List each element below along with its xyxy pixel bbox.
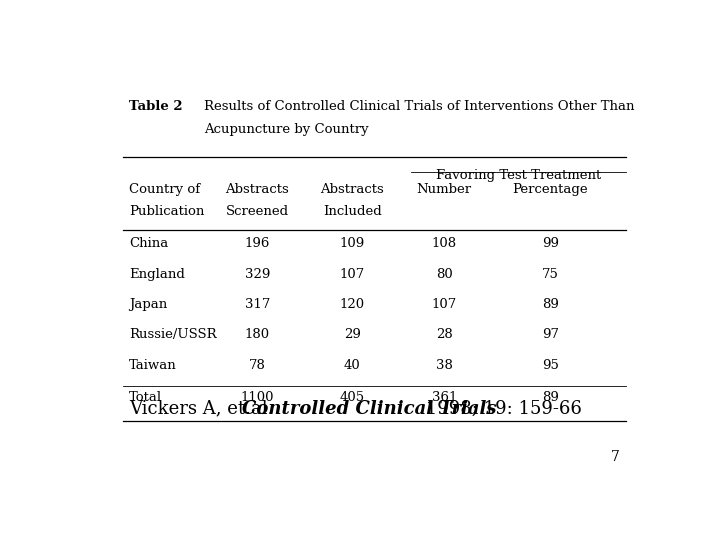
Text: Included: Included — [323, 205, 382, 218]
Text: 28: 28 — [436, 328, 453, 341]
Text: 109: 109 — [340, 238, 365, 251]
Text: 108: 108 — [432, 238, 457, 251]
Text: Taiwan: Taiwan — [129, 359, 177, 372]
Text: 97: 97 — [542, 328, 559, 341]
Text: 38: 38 — [436, 359, 453, 372]
Text: Favoring Test Treatment: Favoring Test Treatment — [436, 168, 601, 182]
Text: Table 2: Table 2 — [129, 100, 183, 113]
Text: Acupuncture by Country: Acupuncture by Country — [204, 124, 369, 137]
Text: Abstracts: Abstracts — [320, 183, 384, 197]
Text: 80: 80 — [436, 268, 453, 281]
Text: 107: 107 — [340, 268, 365, 281]
Text: 196: 196 — [245, 238, 270, 251]
Text: 95: 95 — [542, 359, 559, 372]
Text: 7: 7 — [611, 450, 620, 464]
Text: 1100: 1100 — [240, 391, 274, 404]
Text: 120: 120 — [340, 298, 365, 311]
Text: 405: 405 — [340, 391, 365, 404]
Text: China: China — [129, 238, 168, 251]
Text: 40: 40 — [344, 359, 361, 372]
Text: 107: 107 — [432, 298, 457, 311]
Text: Abstracts: Abstracts — [225, 183, 289, 197]
Text: 1998; 19: 159-66: 1998; 19: 159-66 — [420, 400, 582, 417]
Text: Country of: Country of — [129, 183, 200, 197]
Text: Screened: Screened — [226, 205, 289, 218]
Text: 180: 180 — [245, 328, 270, 341]
Text: Total: Total — [129, 391, 162, 404]
Text: 361: 361 — [432, 391, 457, 404]
Text: Number: Number — [417, 183, 472, 197]
Text: Results of Controlled Clinical Trials of Interventions Other Than: Results of Controlled Clinical Trials of… — [204, 100, 635, 113]
Text: Publication: Publication — [129, 205, 204, 218]
Text: 317: 317 — [245, 298, 270, 311]
Text: Percentage: Percentage — [513, 183, 588, 197]
Text: Russie/USSR: Russie/USSR — [129, 328, 217, 341]
Text: 89: 89 — [542, 298, 559, 311]
Text: England: England — [129, 268, 185, 281]
Text: 99: 99 — [542, 238, 559, 251]
Text: Controlled Clinical Trials: Controlled Clinical Trials — [242, 400, 496, 417]
Text: 89: 89 — [542, 391, 559, 404]
Text: 29: 29 — [344, 328, 361, 341]
Text: Japan: Japan — [129, 298, 167, 311]
Text: 329: 329 — [245, 268, 270, 281]
Text: 78: 78 — [249, 359, 266, 372]
Text: Vickers A, et.al.: Vickers A, et.al. — [129, 400, 279, 417]
Text: 75: 75 — [542, 268, 559, 281]
